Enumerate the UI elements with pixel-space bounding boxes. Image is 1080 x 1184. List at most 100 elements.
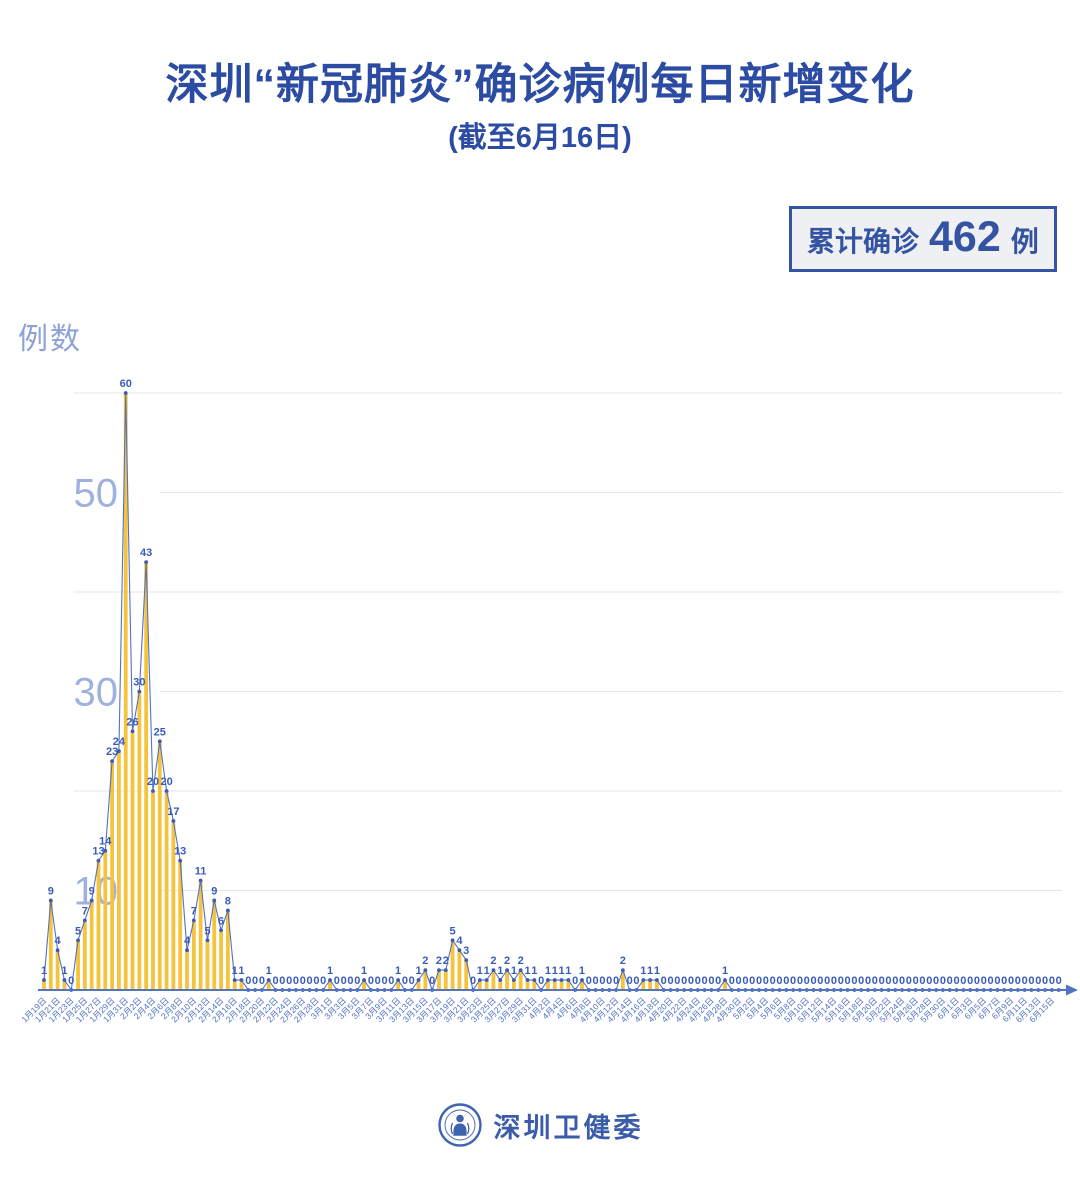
bar[interactable]: [423, 970, 428, 990]
data-point[interactable]: [416, 978, 421, 982]
bar[interactable]: [110, 761, 114, 990]
data-point[interactable]: [648, 978, 652, 982]
bar[interactable]: [82, 920, 87, 990]
data-point[interactable]: [525, 978, 530, 982]
data-point[interactable]: [130, 729, 135, 734]
bar[interactable]: [171, 820, 176, 990]
data-point[interactable]: [532, 978, 537, 982]
data-point[interactable]: [89, 898, 94, 903]
data-point[interactable]: [464, 958, 469, 963]
data-point[interactable]: [48, 898, 53, 903]
data-point[interactable]: [137, 689, 142, 694]
bar[interactable]: [62, 980, 67, 990]
bar[interactable]: [566, 980, 571, 990]
bar[interactable]: [55, 950, 60, 990]
bar[interactable]: [48, 900, 53, 990]
data-point[interactable]: [723, 978, 727, 982]
bar[interactable]: [477, 980, 482, 990]
data-point[interactable]: [42, 978, 46, 982]
bar[interactable]: [641, 980, 646, 990]
data-point[interactable]: [144, 560, 149, 565]
bar[interactable]: [239, 980, 244, 990]
bar[interactable]: [117, 751, 121, 990]
bar[interactable]: [505, 970, 509, 990]
bar[interactable]: [212, 900, 217, 990]
data-point[interactable]: [212, 898, 217, 903]
data-point[interactable]: [518, 968, 523, 972]
bar[interactable]: [178, 860, 183, 990]
data-point[interactable]: [178, 858, 183, 863]
bar[interactable]: [648, 980, 652, 990]
data-point[interactable]: [171, 818, 176, 823]
data-point[interactable]: [164, 789, 169, 793]
data-point[interactable]: [655, 978, 659, 982]
data-point[interactable]: [219, 928, 223, 933]
data-point[interactable]: [641, 978, 646, 982]
bar[interactable]: [620, 970, 625, 990]
bar[interactable]: [396, 980, 401, 990]
data-point[interactable]: [580, 978, 584, 982]
data-point[interactable]: [62, 978, 67, 982]
bar[interactable]: [443, 970, 448, 990]
bar[interactable]: [42, 980, 46, 990]
bar[interactable]: [151, 791, 155, 990]
data-point[interactable]: [266, 978, 271, 982]
data-point[interactable]: [225, 908, 230, 913]
data-point[interactable]: [239, 978, 244, 982]
data-point[interactable]: [55, 948, 60, 953]
bar[interactable]: [144, 562, 149, 990]
data-point[interactable]: [76, 938, 80, 943]
bar[interactable]: [457, 950, 462, 990]
bar[interactable]: [655, 980, 659, 990]
bar[interactable]: [546, 980, 550, 990]
data-point[interactable]: [620, 968, 625, 972]
data-point[interactable]: [96, 858, 101, 863]
bar[interactable]: [185, 950, 189, 990]
bar[interactable]: [123, 393, 128, 990]
data-point[interactable]: [82, 918, 87, 923]
bar[interactable]: [491, 970, 496, 990]
bar[interactable]: [498, 980, 503, 990]
bar[interactable]: [225, 910, 230, 990]
data-point[interactable]: [123, 391, 128, 395]
data-point[interactable]: [117, 749, 121, 754]
data-point[interactable]: [362, 978, 366, 982]
data-point[interactable]: [552, 978, 557, 982]
data-point[interactable]: [546, 978, 550, 982]
data-point[interactable]: [443, 968, 448, 972]
bar[interactable]: [437, 970, 441, 990]
bar[interactable]: [552, 980, 557, 990]
data-point[interactable]: [328, 978, 332, 982]
bar[interactable]: [416, 980, 421, 990]
bar[interactable]: [328, 980, 332, 990]
bar[interactable]: [511, 980, 516, 990]
data-point[interactable]: [498, 978, 503, 982]
bar[interactable]: [580, 980, 584, 990]
bar[interactable]: [525, 980, 530, 990]
bar[interactable]: [723, 980, 727, 990]
bar[interactable]: [484, 980, 489, 990]
data-point[interactable]: [511, 978, 516, 982]
bar[interactable]: [362, 980, 366, 990]
data-point[interactable]: [198, 878, 203, 883]
bar[interactable]: [198, 880, 203, 990]
data-point[interactable]: [437, 968, 441, 972]
data-point[interactable]: [151, 789, 155, 793]
bar[interactable]: [76, 940, 80, 990]
data-point[interactable]: [491, 968, 496, 972]
bar[interactable]: [219, 930, 223, 990]
bar[interactable]: [191, 920, 196, 990]
data-point[interactable]: [110, 759, 114, 764]
data-point[interactable]: [103, 848, 108, 853]
data-point[interactable]: [423, 968, 428, 972]
data-point[interactable]: [191, 918, 196, 923]
data-point[interactable]: [457, 948, 462, 953]
bar[interactable]: [266, 980, 271, 990]
bar[interactable]: [157, 741, 162, 990]
bar[interactable]: [559, 980, 564, 990]
data-point[interactable]: [566, 978, 571, 982]
bar[interactable]: [464, 960, 469, 990]
bar[interactable]: [232, 980, 237, 990]
bar[interactable]: [450, 940, 455, 990]
bar[interactable]: [96, 860, 101, 990]
